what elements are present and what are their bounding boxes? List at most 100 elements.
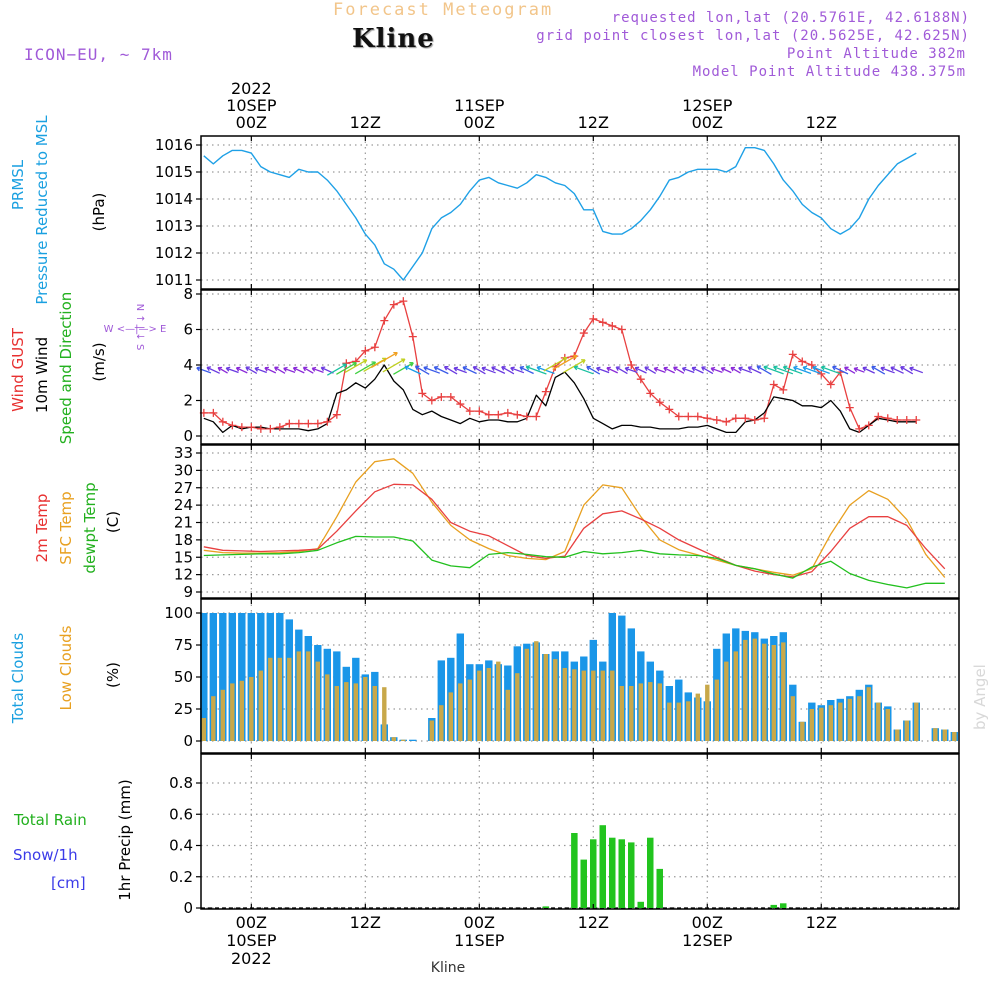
y-tick-label: 0.2: [169, 868, 193, 886]
low-cloud-bar: [866, 687, 871, 741]
wind-direction-arrow: [862, 366, 875, 374]
low-cloud-bar: [458, 683, 463, 741]
gust-marker: [712, 416, 721, 425]
rain-bar: [628, 842, 635, 908]
gust-marker: [693, 412, 702, 421]
wind-direction-arrow: [730, 366, 741, 374]
wind-direction-arrow: [510, 366, 525, 374]
total-cloud-bar: [228, 613, 236, 741]
y-tick-label: 25: [174, 700, 193, 718]
low-cloud-bar: [534, 641, 539, 741]
y-tick-label: 50: [174, 668, 193, 686]
low-cloud-bar: [268, 657, 273, 741]
low-cloud-bar: [201, 718, 206, 741]
wind-direction-arrow: [573, 365, 594, 375]
wind-gust-label: Wind GUST: [9, 327, 27, 412]
gust-marker: [532, 412, 541, 421]
panel-frame: [200, 444, 960, 599]
time-label-bottom: 00Z: [692, 913, 723, 932]
wind-direction-arrow: [710, 366, 723, 374]
low-cloud-bar: [287, 657, 292, 741]
wind-direction-arrow: [302, 366, 314, 374]
wind-direction-arrow: [595, 366, 610, 374]
wind-direction-arrow: [832, 365, 849, 375]
wind-direction-arrow: [747, 366, 762, 374]
time-label-top: 2022: [231, 79, 272, 98]
low-cloud-bar: [828, 705, 833, 741]
rain-bar: [618, 839, 625, 909]
wind-direction-arrow: [206, 366, 220, 374]
rain-bar: [647, 837, 654, 908]
wind-direction-arrow: [691, 366, 704, 374]
cloud-unit-label: (%): [104, 662, 122, 688]
wind-direction-arrow: [254, 366, 267, 374]
rain-bar: [571, 833, 578, 908]
gust-marker: [674, 412, 683, 421]
wind-direction-arrow: [196, 366, 212, 374]
wind-direction-arrow: [890, 366, 904, 374]
gust-marker: [522, 412, 531, 421]
gust-marker: [741, 414, 750, 423]
low-cloud-bar: [838, 702, 843, 741]
wind-direction-arrow: [443, 365, 458, 375]
low-cloud-bar: [895, 729, 900, 741]
precip-axis-label: 1hr Precip (mm): [116, 779, 134, 900]
y-tick-label: 18: [174, 531, 193, 549]
wind-direction-arrow: [782, 365, 803, 375]
gust-marker: [902, 416, 911, 425]
low-cloud-bar: [600, 670, 605, 741]
time-label-top: 00Z: [236, 113, 267, 132]
y-tick-label: 27: [174, 479, 193, 497]
total-cloud-bar: [219, 613, 227, 741]
low-cloud-bar: [648, 682, 653, 741]
watermark: by Angel: [971, 664, 989, 730]
low-cloud-bar: [344, 682, 349, 741]
time-label-bottom: 12Z: [350, 913, 381, 932]
gust-marker: [256, 424, 265, 433]
wind-direction-arrow: [909, 366, 924, 374]
wind-direction-arrow: [283, 366, 296, 374]
total-clouds-label: Total Clouds: [9, 633, 27, 725]
model-name: ICON−EU, ~ 7km: [24, 45, 173, 64]
gust-marker: [864, 421, 873, 430]
gust-marker: [541, 387, 550, 396]
y-tick-label: 6: [183, 321, 193, 339]
low-cloud-bar: [762, 643, 767, 741]
gust-marker: [807, 361, 816, 369]
station-name: Kline: [352, 24, 435, 54]
wind-direction-arrow: [586, 365, 601, 375]
wind-direction-arrow: [634, 366, 647, 374]
gust-marker: [589, 314, 598, 323]
wind-direction-arrow: [217, 366, 228, 374]
total-cloud-bar: [209, 613, 217, 741]
low-cloud-bar: [486, 668, 491, 741]
gust-marker: [285, 419, 294, 428]
low-cloud-bar: [952, 732, 957, 741]
chart-title: Forecast Meteogram: [333, 0, 554, 20]
low-cloud-bar: [401, 739, 406, 741]
pressure-msl-label: Pressure Reduced to MSL: [33, 115, 51, 305]
total-cloud-bar: [200, 613, 208, 741]
low-cloud-bar: [315, 661, 320, 741]
wind10-line: [203, 364, 917, 434]
y-tick-label: 75: [174, 636, 193, 654]
closest-coords: grid point closest lon,lat (20.5625E, 42…: [536, 28, 970, 44]
time-label-top: 00Z: [692, 113, 723, 132]
gust-marker: [389, 300, 398, 309]
low-cloud-bar: [572, 669, 577, 741]
low-clouds-label: Low Clouds: [57, 625, 75, 710]
y-tick-label: 1015: [155, 163, 193, 181]
gust-marker: [722, 417, 731, 426]
y-tick-label: 2: [183, 392, 193, 410]
gust-marker: [475, 407, 484, 416]
low-cloud-bar: [515, 673, 520, 741]
wind-direction-arrow: [644, 366, 657, 374]
low-cloud-bar: [714, 679, 719, 741]
total-cloud-bar: [618, 615, 626, 741]
low-cloud-bar: [553, 659, 558, 741]
low-cloud-bar: [543, 654, 548, 741]
gust-marker: [228, 421, 237, 430]
gust-marker: [418, 389, 427, 398]
low-cloud-bar: [847, 698, 852, 741]
wind-direction-arrow: [326, 363, 347, 376]
